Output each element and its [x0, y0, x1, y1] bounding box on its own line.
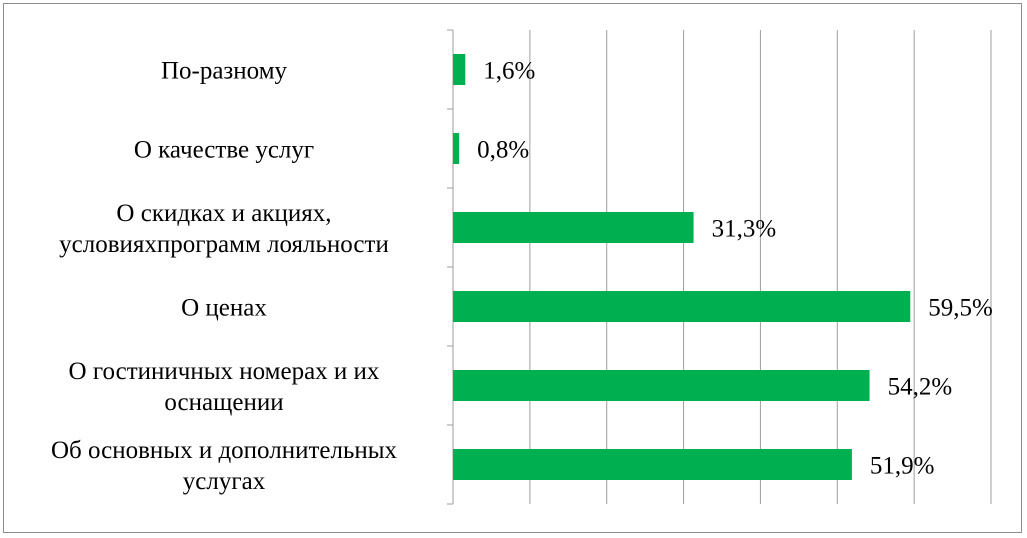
bar [453, 291, 911, 322]
value-label: 54,2% [888, 374, 953, 401]
value-label: 59,5% [928, 295, 993, 322]
value-label: 0,8% [477, 137, 529, 164]
bar [453, 212, 694, 243]
category-labels: По-разному О качестве услуг О скидках и ак… [51, 58, 398, 496]
value-label: 1,6% [483, 58, 535, 85]
value-label: 51,9% [870, 453, 935, 480]
category-label: Об основных и дополнительных услугах [51, 437, 398, 495]
category-label-line: О гостиничных номерах и их [69, 358, 380, 385]
category-label: О гостиничных номерах и их оснащении [69, 358, 380, 416]
category-label-line: услугах [183, 468, 266, 495]
category-label: О скидках и акциях, условияхпрограмм лоял… [59, 200, 389, 258]
category-label: О ценах [181, 295, 267, 322]
category-label-line: оснащении [164, 389, 283, 416]
category-label-line: О ценах [181, 295, 267, 322]
category-label-line: О скидках и акциях, [116, 200, 331, 227]
value-label: 31,3% [712, 216, 777, 243]
category-label-line: О качестве услуг [134, 137, 314, 164]
bar-chart: По-разному О качестве услуг О скидках и ак… [51, 29, 993, 505]
bar [453, 133, 460, 164]
category-axis [447, 29, 454, 505]
category-label-line: условияхпрограмм лояльности [59, 231, 389, 258]
bar [453, 370, 870, 401]
category-label-line: По-разному [161, 58, 288, 85]
chart-frame: По-разному О качестве услуг О скидках и ак… [3, 3, 1022, 533]
category-label: По-разному [161, 58, 288, 85]
value-labels: 1,6% 0,8% 31,3% 59,5% 54,2% 51,9% [477, 58, 993, 480]
bar [453, 449, 852, 480]
category-label: О качестве услуг [134, 137, 314, 164]
bar [453, 54, 466, 85]
category-label-line: Об основных и дополнительных [51, 437, 398, 464]
bars [453, 54, 911, 480]
gridlines [529, 30, 992, 504]
